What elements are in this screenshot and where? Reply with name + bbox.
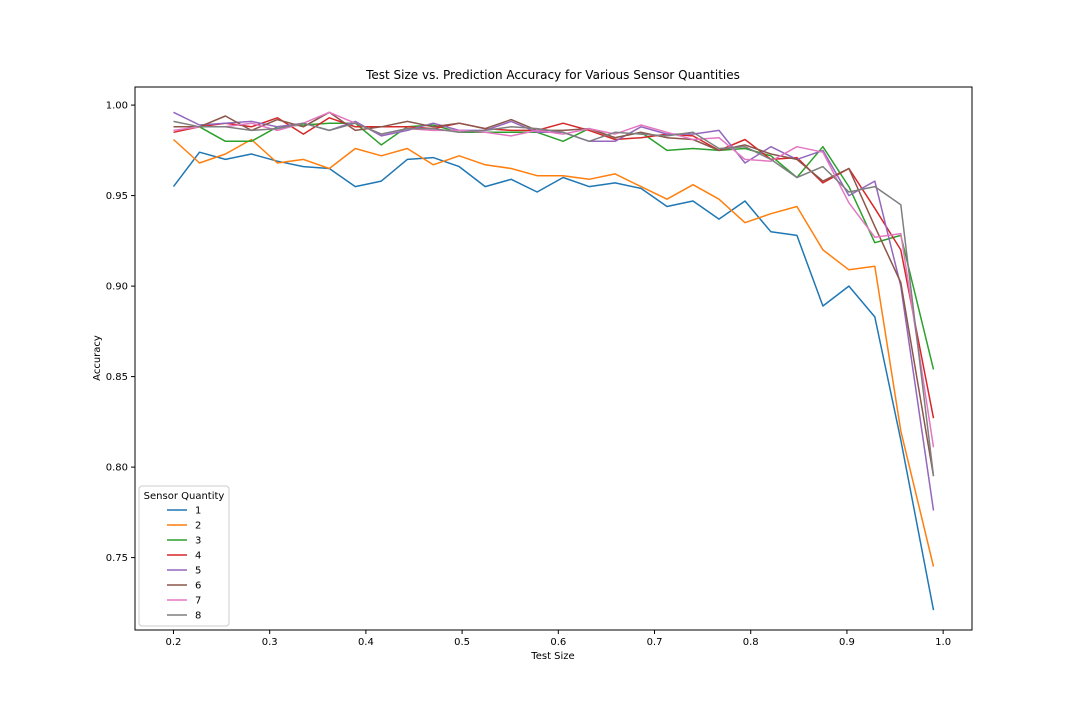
legend-label-2: 2 (195, 521, 201, 532)
legend-label-3: 3 (195, 536, 201, 547)
series-line-4 (173, 117, 935, 419)
x-tick-label: 0.3 (262, 637, 278, 648)
legend-label-7: 7 (195, 596, 201, 607)
x-tick-label: 0.6 (550, 637, 566, 648)
y-axis-label: Accuracy (92, 335, 103, 381)
legend-label-4: 4 (195, 551, 201, 562)
x-axis: 0.2 0.3 0.4 0.5 0.6 0.7 0.8 0.9 1.0 (166, 630, 951, 648)
legend-label-1: 1 (195, 506, 201, 517)
x-tick-label: 0.2 (166, 637, 182, 648)
series-line-2 (172, 138, 935, 567)
legend-label-6: 6 (195, 581, 201, 592)
y-tick-label: 0.95 (106, 191, 128, 202)
plot-area (134, 86, 973, 631)
legend-box (138, 485, 230, 627)
x-tick-label: 0.7 (647, 637, 663, 648)
series-lines (172, 111, 935, 611)
x-tick-label: 0.5 (454, 637, 470, 648)
series-line-1 (172, 151, 935, 611)
chart-title: Test Size vs. Prediction Accuracy for Va… (365, 68, 740, 82)
x-tick-label: 0.8 (743, 637, 759, 648)
y-tick-label: 0.90 (106, 282, 128, 293)
x-tick-label: 0.9 (839, 637, 855, 648)
legend-label-8: 8 (195, 611, 201, 622)
x-tick-label: 1.0 (935, 637, 951, 648)
x-tick-label: 0.4 (358, 637, 374, 648)
plot-frame (134, 86, 973, 631)
legend-label-5: 5 (195, 566, 201, 577)
legend: Sensor Quantity 1 2 3 4 5 6 7 8 (138, 485, 230, 627)
series-line-8 (173, 120, 935, 477)
y-tick-label: 0.75 (106, 553, 128, 564)
x-axis-label: Test Size (530, 651, 574, 662)
y-tick-label: 0.80 (106, 463, 128, 474)
y-tick-label: 0.85 (106, 372, 128, 383)
y-tick-label: 1.00 (106, 101, 128, 112)
legend-title: Sensor Quantity (144, 491, 225, 502)
y-axis: 0.75 0.80 0.85 0.90 0.95 1.00 (106, 101, 135, 564)
